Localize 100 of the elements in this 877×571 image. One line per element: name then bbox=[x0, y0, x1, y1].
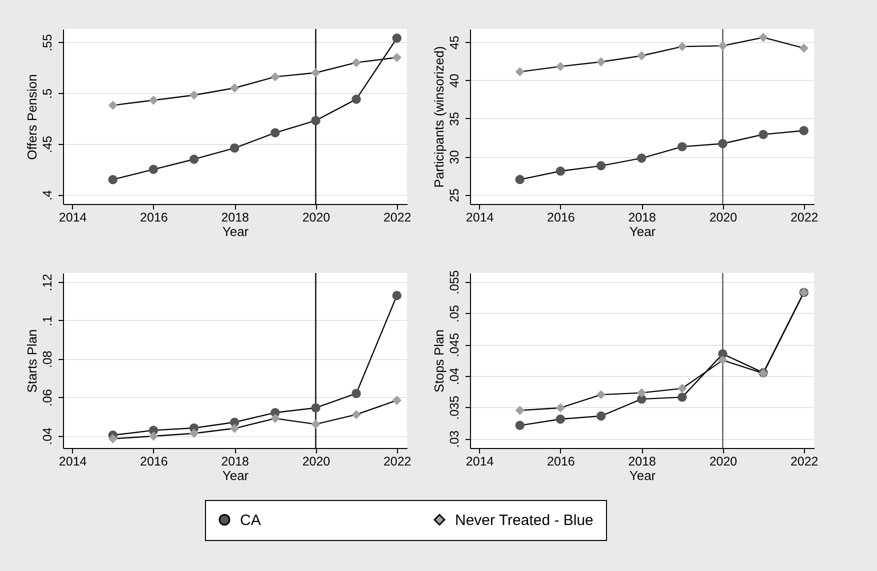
x-tick-label: 2016 bbox=[140, 210, 168, 224]
point bbox=[556, 414, 566, 424]
point bbox=[556, 403, 566, 412]
point bbox=[352, 58, 361, 68]
point bbox=[108, 174, 118, 184]
point bbox=[189, 154, 199, 164]
legend-label: Never Treated - Blue bbox=[455, 512, 594, 529]
y-tick-label: .05 bbox=[448, 304, 462, 322]
point bbox=[636, 388, 646, 398]
y-axis-title: Starts Plan bbox=[24, 329, 40, 393]
point bbox=[799, 43, 808, 53]
y-tick-label: 35 bbox=[448, 112, 462, 126]
x-tick-label: 2018 bbox=[628, 454, 656, 468]
x-tick-label: 2014 bbox=[58, 210, 87, 224]
y-tick-label: .04 bbox=[40, 427, 54, 445]
point bbox=[352, 410, 361, 420]
x-axis-title: Year bbox=[629, 224, 656, 239]
point bbox=[556, 166, 566, 176]
x-tick-label: 2016 bbox=[547, 454, 575, 468]
point bbox=[352, 94, 361, 104]
point bbox=[596, 161, 606, 170]
x-tick-label: 2020 bbox=[709, 454, 738, 468]
point bbox=[636, 51, 646, 60]
x-tick-label: 2014 bbox=[58, 454, 87, 468]
y-tick-label: .1 bbox=[40, 316, 54, 326]
y-tick-label: .06 bbox=[40, 389, 54, 406]
point bbox=[148, 96, 158, 105]
point bbox=[311, 420, 320, 429]
x-tick-label: 2018 bbox=[221, 454, 250, 468]
y-axis-title: Stops Plan bbox=[432, 330, 446, 392]
point bbox=[392, 290, 402, 300]
point bbox=[799, 126, 808, 136]
x-tick-label: 2020 bbox=[709, 210, 738, 224]
point bbox=[636, 154, 646, 163]
x-tick-label: 2016 bbox=[547, 210, 575, 224]
point bbox=[230, 83, 240, 93]
x-tick-label: 2020 bbox=[302, 210, 330, 224]
point bbox=[108, 434, 118, 444]
y-axis-title: Participants (winsorized) bbox=[432, 46, 446, 188]
y-tick-label: .45 bbox=[40, 136, 54, 154]
point bbox=[108, 100, 118, 110]
point bbox=[596, 390, 606, 400]
point bbox=[392, 52, 402, 62]
y-tick-label: .4 bbox=[40, 190, 54, 201]
y-tick-label: 40 bbox=[448, 74, 462, 88]
x-tick-label: 2014 bbox=[466, 454, 494, 468]
y-tick-label: .08 bbox=[40, 350, 54, 368]
x-tick-label: 2022 bbox=[790, 210, 818, 224]
point bbox=[270, 72, 280, 82]
point bbox=[311, 68, 320, 78]
x-tick-label: 2022 bbox=[383, 210, 412, 224]
point bbox=[596, 57, 606, 66]
point bbox=[515, 406, 525, 415]
point bbox=[515, 174, 525, 184]
point bbox=[392, 34, 402, 43]
x-tick-label: 2018 bbox=[221, 210, 250, 224]
x-axis-title: Year bbox=[222, 468, 250, 483]
point bbox=[311, 403, 320, 412]
point bbox=[352, 388, 361, 398]
point bbox=[189, 90, 199, 100]
y-tick-label: .055 bbox=[448, 270, 462, 294]
point bbox=[556, 62, 566, 72]
point bbox=[189, 428, 199, 438]
y-tick-label: 25 bbox=[448, 188, 462, 202]
legend-label: CA bbox=[240, 512, 261, 529]
point bbox=[718, 41, 728, 50]
y-tick-label: 45 bbox=[448, 35, 462, 50]
point bbox=[270, 414, 280, 424]
point bbox=[678, 392, 687, 402]
y-axis-title: Offers Pension bbox=[24, 74, 40, 160]
point bbox=[270, 128, 280, 138]
point bbox=[758, 130, 768, 140]
point bbox=[230, 424, 240, 434]
point bbox=[515, 67, 525, 76]
x-tick-label: 2022 bbox=[790, 454, 818, 468]
x-tick-label: 2014 bbox=[466, 210, 494, 224]
point bbox=[718, 356, 728, 365]
point bbox=[230, 143, 240, 153]
point bbox=[678, 42, 687, 52]
x-tick-label: 2022 bbox=[383, 454, 412, 468]
y-tick-label: .04 bbox=[448, 368, 462, 386]
point bbox=[148, 164, 158, 174]
x-tick-label: 2020 bbox=[302, 454, 330, 468]
point bbox=[718, 139, 728, 148]
y-tick-label: .12 bbox=[40, 274, 54, 292]
point bbox=[515, 420, 525, 430]
y-tick-label: 30 bbox=[448, 150, 462, 164]
point bbox=[392, 396, 402, 405]
x-axis-title: Year bbox=[629, 468, 656, 483]
y-tick-label: .55 bbox=[40, 34, 54, 52]
point bbox=[148, 431, 158, 441]
y-tick-label: .035 bbox=[448, 396, 462, 420]
y-tick-label: .03 bbox=[448, 430, 462, 448]
y-tick-label: .045 bbox=[448, 332, 462, 358]
point bbox=[596, 411, 606, 421]
point bbox=[678, 142, 687, 152]
point bbox=[678, 384, 687, 394]
y-tick-label: .5 bbox=[40, 88, 54, 99]
point bbox=[311, 116, 320, 126]
point bbox=[758, 32, 768, 42]
